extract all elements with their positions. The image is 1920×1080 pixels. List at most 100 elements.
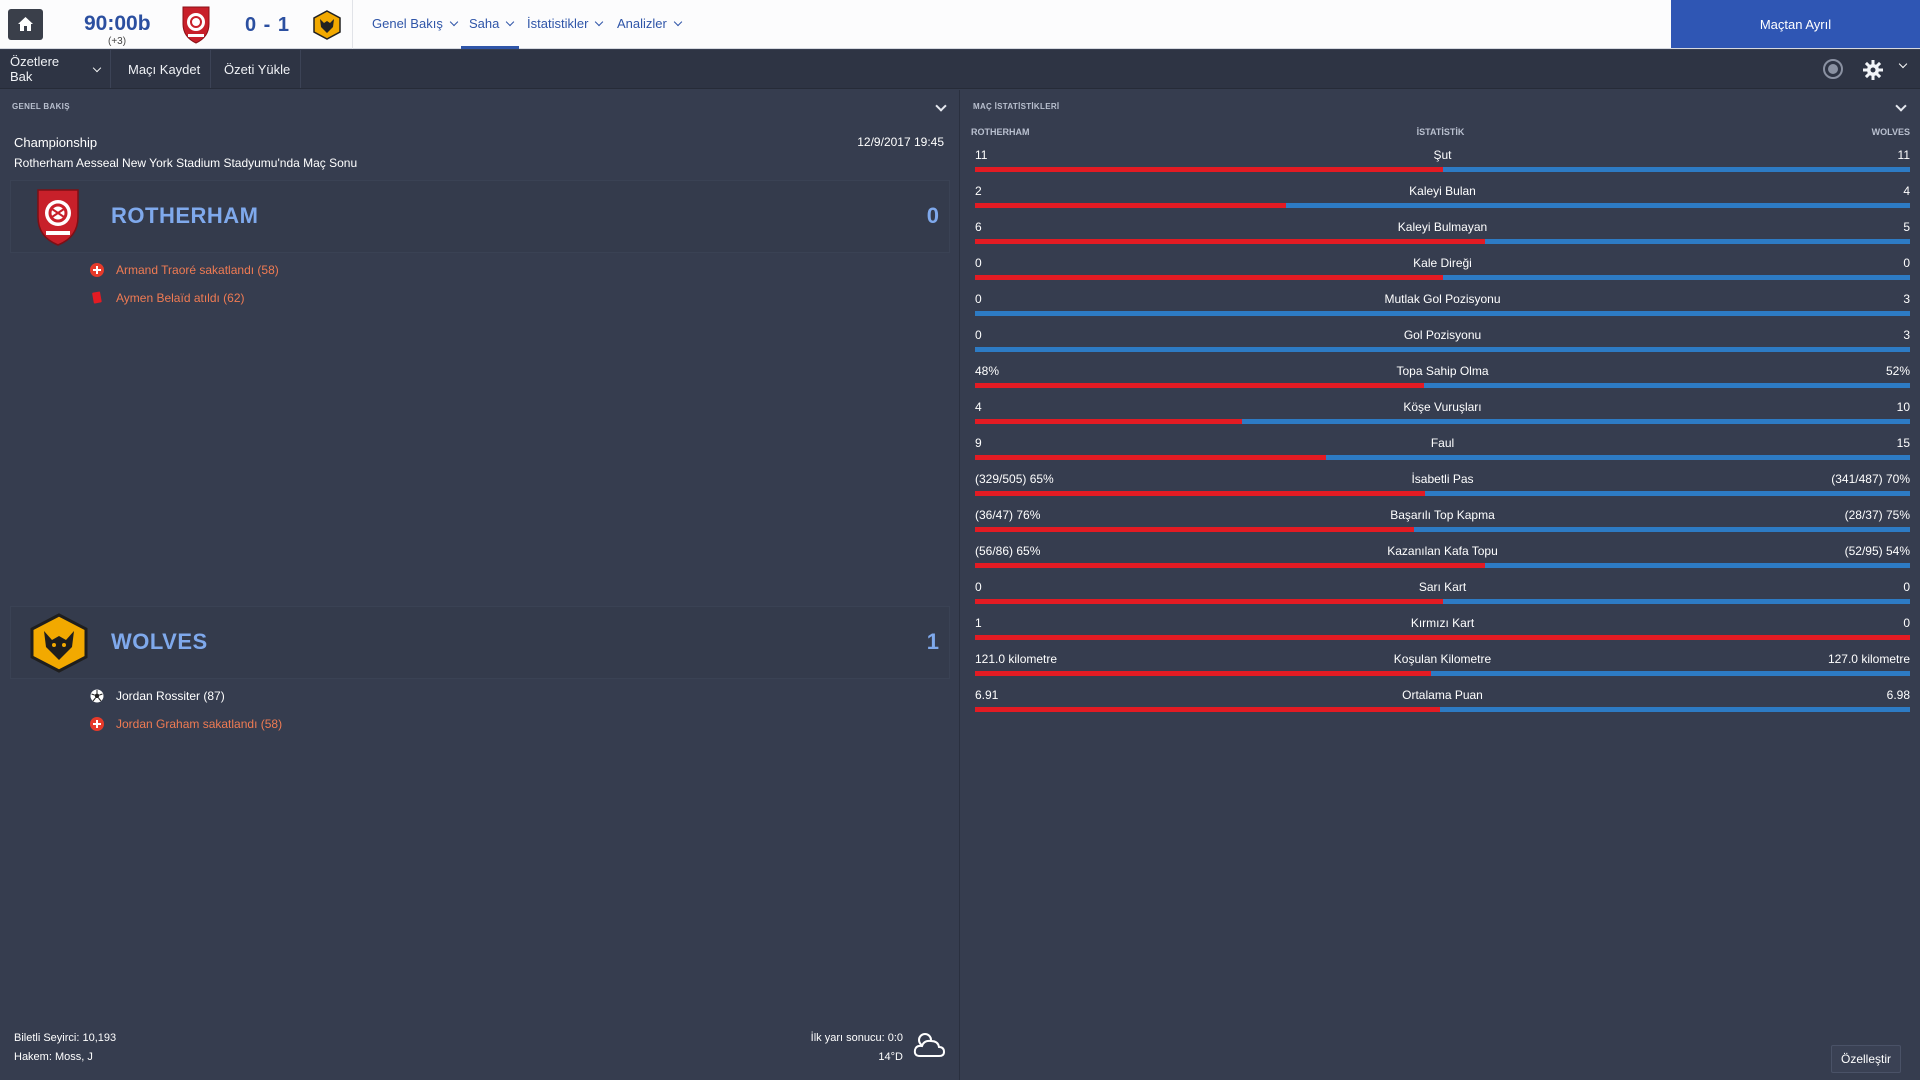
gear-icon[interactable] <box>1862 59 1884 81</box>
stats-col-stat: İSTATİSTİK <box>1416 127 1465 137</box>
stat-away-value: 10 <box>1896 400 1910 414</box>
home-event: Armand Traoré sakatlandı (58) <box>90 263 279 277</box>
stat-away-value: 15 <box>1896 436 1910 450</box>
stat-comparison-bar <box>975 239 1910 244</box>
stat-home-value: 11 <box>975 148 988 162</box>
stat-home-value: (36/47) 76% <box>975 508 1041 522</box>
match-clock: 90:00b <box>84 12 151 35</box>
stat-label: Köşe Vuruşları <box>1403 400 1482 414</box>
away-event: Jordan Graham sakatlandı (58) <box>90 717 282 731</box>
nav-overview[interactable]: Genel Bakış <box>372 16 459 31</box>
nav-stats[interactable]: İstatistikler <box>527 16 604 31</box>
stat-home-value: 121.0 kilometre <box>975 652 1058 666</box>
nav-pitch[interactable]: Saha <box>469 16 515 31</box>
stat-comparison-bar <box>975 671 1910 676</box>
stat-home-value: 0 <box>975 580 982 594</box>
home-team-name: ROTHERHAM <box>111 203 259 228</box>
stat-label: Faul <box>1430 436 1455 450</box>
competition-name: Championship <box>14 135 98 150</box>
stat-row: Gol Pozisyonu 0 3 <box>975 327 1910 363</box>
stat-comparison-bar <box>975 563 1910 568</box>
stat-comparison-bar <box>975 347 1910 352</box>
view-highlights-dropdown[interactable]: Özetlere Bak <box>0 50 111 88</box>
stat-comparison-bar <box>975 167 1910 172</box>
record-icon[interactable] <box>1822 58 1844 80</box>
stat-home-fill <box>975 707 1440 712</box>
stat-comparison-bar <box>975 419 1910 424</box>
stat-label: Topa Sahip Olma <box>1396 364 1489 378</box>
top-bar: 90:00b (+3) 0 - 1 Genel Bakış Saha İstat… <box>0 0 1920 49</box>
stat-label: Koşulan Kilometre <box>1393 652 1492 666</box>
stats-col-away: WOLVES <box>1871 127 1910 137</box>
stat-row: Kaleyi Bulan 2 4 <box>975 183 1910 219</box>
stat-comparison-bar <box>975 527 1910 532</box>
stat-away-value: 127.0 kilometre <box>1827 652 1910 666</box>
stat-label: Kale Direği <box>1413 256 1472 270</box>
match-datetime: 12/9/2017 19:45 <box>857 135 944 149</box>
collapse-chevron-icon[interactable] <box>1895 100 1907 112</box>
leave-match-button[interactable]: Maçtan Ayrıl <box>1671 0 1920 48</box>
stat-away-value: 11 <box>1897 148 1910 162</box>
collapse-chevron-icon[interactable] <box>935 100 947 112</box>
stat-row: Topa Sahip Olma 48% 52% <box>975 363 1910 399</box>
home-icon <box>18 17 33 31</box>
stat-comparison-bar <box>975 275 1910 280</box>
partly-cloudy-icon <box>913 1033 946 1057</box>
top-separator <box>352 0 353 49</box>
rotherham-crest-icon <box>37 189 79 246</box>
stat-row: Mutlak Gol Pozisyonu 0 3 <box>975 291 1910 327</box>
stat-home-fill <box>975 275 1443 280</box>
nav-overview-label: Genel Bakış <box>372 16 443 31</box>
save-match-button[interactable]: Maçı Kaydet <box>118 50 212 88</box>
load-highlights-button[interactable]: Özeti Yükle <box>214 50 302 88</box>
stat-home-value: (56/86) 65% <box>975 544 1041 558</box>
stat-home-value: 0 <box>975 256 982 270</box>
customize-button[interactable]: Özelleştir <box>1831 1045 1901 1073</box>
stat-away-value: 5 <box>1903 220 1910 234</box>
stat-row: Kazanılan Kafa Topu (56/86) 65% (52/95) 54… <box>975 543 1910 579</box>
nav-stats-label: İstatistikler <box>527 16 589 31</box>
stat-home-value: 0 <box>975 328 982 342</box>
stat-row: İsabetli Pas (329/505) 65% (341/487) 70% <box>975 471 1910 507</box>
away-event-text: Jordan Rossiter (87) <box>116 689 225 703</box>
stat-home-fill <box>975 167 1443 172</box>
red-card-icon <box>92 291 102 304</box>
stat-home-fill <box>975 671 1432 676</box>
stat-home-value: 0 <box>975 292 982 306</box>
stat-row: Ortalama Puan 6.91 6.98 <box>975 687 1910 723</box>
stat-home-fill <box>975 635 1910 640</box>
wolves-crest-icon <box>313 10 341 40</box>
stat-away-value: 0 <box>1903 580 1910 594</box>
settings-chevron-down-icon[interactable] <box>1898 59 1908 69</box>
home-team-block: ROTHERHAM 0 <box>10 180 950 253</box>
stat-home-value: 2 <box>975 184 982 198</box>
away-event-text: Jordan Graham sakatlandı (58) <box>116 717 283 731</box>
stat-home-value: (329/505) 65% <box>975 472 1054 486</box>
stat-away-value: (28/37) 75% <box>1844 508 1910 522</box>
stat-home-value: 6 <box>975 220 982 234</box>
nav-pitch-label: Saha <box>469 16 500 31</box>
stat-comparison-bar <box>975 635 1910 640</box>
stat-home-fill <box>975 455 1326 460</box>
stat-comparison-bar <box>975 203 1910 208</box>
stat-home-fill <box>975 491 1425 496</box>
nav-analysis[interactable]: Analizler <box>617 16 683 31</box>
stat-label: Şut <box>1433 148 1452 162</box>
attendance: Biletli Seyirci: 10,193 <box>14 1032 117 1044</box>
injury-icon <box>90 263 104 277</box>
halftime-result: İlk yarı sonucu: 0:0 <box>810 1032 903 1044</box>
home-button[interactable] <box>8 9 43 40</box>
stat-row: Kale Direği 0 0 <box>975 255 1910 291</box>
away-team-name: WOLVES <box>111 629 208 654</box>
stat-home-fill <box>975 563 1485 568</box>
stat-row: Başarılı Top Kapma (36/47) 76% (28/37) 75% <box>975 507 1910 543</box>
chevron-down-icon <box>595 17 604 27</box>
stat-home-fill <box>975 527 1415 532</box>
stat-home-fill <box>975 383 1424 388</box>
stat-home-fill <box>975 239 1485 244</box>
overview-header: GENEL BAKIŞ <box>12 102 70 111</box>
stat-away-value: 6.98 <box>1886 688 1910 702</box>
home-event: Aymen Belaïd atıldı (62) <box>90 291 245 305</box>
stat-comparison-bar <box>975 707 1910 712</box>
stat-home-fill <box>975 599 1443 604</box>
